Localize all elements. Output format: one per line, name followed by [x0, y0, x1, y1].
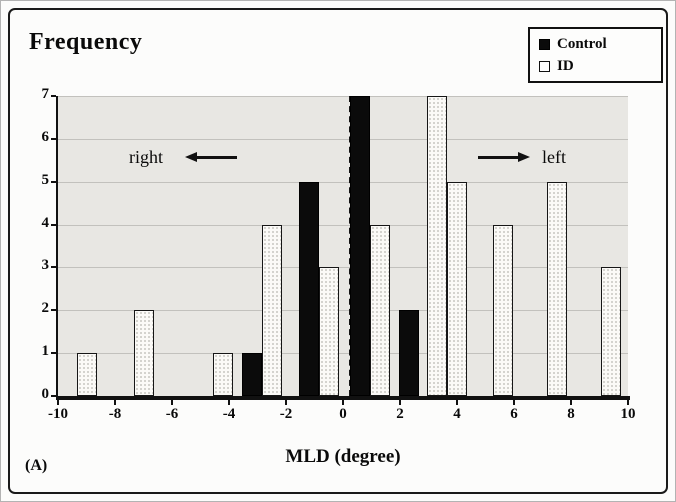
x-axis-tick-label: 6 — [510, 406, 518, 422]
x-axis-tick-label: -8 — [108, 406, 122, 422]
x-axis-tick-label: -2 — [279, 406, 293, 422]
x-axis-tick — [285, 400, 287, 405]
legend-item-control: Control — [539, 34, 655, 54]
control-bar — [241, 353, 262, 396]
left-arrowhead — [185, 152, 197, 162]
y-axis-tick — [51, 352, 56, 355]
id-bar — [600, 267, 621, 396]
y-axis-tick-label: 3 — [41, 257, 50, 274]
x-axis-tick — [399, 400, 401, 405]
legend-item-id: ID — [539, 56, 655, 76]
legend: Control ID — [528, 27, 663, 83]
x-axis-tick — [57, 400, 59, 405]
y-axis-tick-label: 2 — [41, 300, 50, 317]
control-bar — [398, 310, 419, 396]
y-axis-tick — [51, 180, 56, 183]
y-axis-tick — [51, 137, 56, 140]
y-axis-tick-label: 7 — [41, 86, 50, 102]
gridline — [58, 181, 628, 183]
control-bar — [350, 96, 371, 396]
gridline — [58, 224, 628, 226]
plot-area — [58, 96, 628, 396]
y-axis-tick — [51, 395, 56, 397]
id-bar — [492, 224, 513, 396]
legend-label: Control — [557, 35, 607, 52]
annotation-left-label: left — [542, 146, 566, 167]
x-axis-tick — [570, 400, 572, 405]
gridline — [58, 96, 628, 97]
x-axis-tick — [228, 400, 230, 405]
id-bar — [76, 353, 97, 396]
y-axis-tick-label: 1 — [41, 343, 50, 360]
control-bar — [298, 181, 319, 396]
x-axis-tick — [171, 400, 173, 405]
id-bar — [318, 267, 339, 396]
zero-divider-dashed-line — [348, 96, 351, 396]
y-axis-line — [56, 96, 58, 398]
right-arrow-icon — [478, 152, 530, 162]
x-axis-tick-label: 8 — [567, 406, 575, 422]
id-bar — [213, 353, 234, 396]
panel-label: (A) — [25, 457, 48, 474]
id-bar — [546, 181, 567, 396]
left-arrow-icon — [185, 152, 237, 162]
gridline — [58, 310, 628, 312]
legend-label: ID — [557, 57, 574, 74]
y-axis-tick — [51, 223, 56, 226]
y-axis-tick — [51, 95, 56, 97]
x-axis-tick-label: -4 — [222, 406, 236, 422]
x-axis-tick-label: 0 — [339, 406, 347, 422]
x-axis-tick — [342, 400, 344, 405]
id-bar — [133, 310, 154, 396]
direction-annotation-positive: left — [478, 144, 566, 170]
arrow-shaft — [197, 155, 237, 159]
y-axis-tick-label: 5 — [41, 171, 50, 188]
id-bar — [370, 224, 391, 396]
y-axis-tick — [51, 266, 56, 269]
y-axis-tick-label: 4 — [41, 214, 50, 231]
id-bar — [261, 224, 282, 396]
x-axis-tick-label: 2 — [396, 406, 404, 422]
x-axis-tick-label: 4 — [453, 406, 461, 422]
y-axis-tick — [51, 309, 56, 312]
id-bar — [427, 96, 448, 396]
gridline — [58, 138, 628, 140]
arrow-shaft — [478, 155, 518, 159]
x-axis-tick-label: 10 — [620, 406, 636, 422]
x-axis-tick — [627, 400, 629, 405]
id-bar — [447, 181, 467, 396]
x-axis-tick — [114, 400, 116, 405]
annotation-right-label: right — [129, 146, 163, 167]
open-white-square-icon — [539, 60, 550, 72]
x-axis-tick — [456, 400, 458, 405]
right-arrowhead — [518, 152, 530, 162]
y-axis-tick-label: 6 — [41, 128, 50, 145]
filled-black-square-icon — [539, 38, 550, 50]
x-axis-line — [56, 396, 630, 400]
x-axis-tick-label: -10 — [48, 406, 68, 422]
direction-annotation-negative: right — [129, 144, 237, 170]
gridline — [58, 267, 628, 269]
y-axis-title: Frequency — [29, 29, 143, 55]
x-axis-tick-label: -6 — [165, 406, 179, 422]
x-axis-title: MLD (degree) — [285, 446, 401, 467]
y-axis-tick-label: 0 — [41, 386, 50, 402]
x-axis-tick — [513, 400, 515, 405]
gridline — [58, 353, 628, 355]
